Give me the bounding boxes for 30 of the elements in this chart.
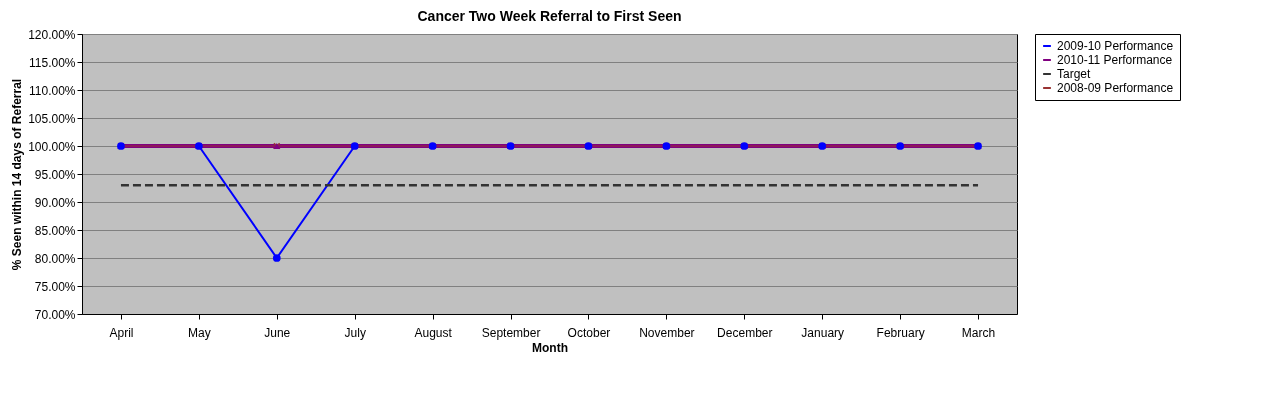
x-tick-label: February — [876, 325, 925, 340]
legend-label: 2010-11 Performance — [1057, 53, 1173, 67]
y-tick-label: 120.00% — [28, 27, 76, 42]
x-tick-label: August — [414, 325, 453, 340]
x-tick-label: April — [109, 325, 134, 340]
x-tick-label: March — [961, 325, 996, 340]
y-tick-label: 90.00% — [34, 195, 76, 210]
y-tick-label: 85.00% — [34, 223, 76, 238]
x-tick-label: September — [481, 325, 541, 340]
y-tick-label: 110.00% — [29, 83, 76, 98]
y-tick-label: 105.00% — [28, 111, 76, 126]
legend-label: 2009-10 Performance — [1057, 39, 1174, 53]
x-tick-label: December — [717, 325, 773, 340]
legend-label: 2008-09 Performance — [1057, 81, 1174, 95]
y-tick-label: 75.00% — [34, 279, 76, 294]
legend-label: Target — [1057, 67, 1092, 81]
x-axis-title: Month — [532, 340, 568, 355]
y-axis-title: % Seen within 14 days of Referral — [10, 78, 25, 271]
y-tick-label: 95.00% — [34, 167, 76, 182]
x-tick-label: October — [567, 325, 611, 340]
x-tick-label: July — [344, 325, 366, 340]
y-tick-label: 70.00% — [34, 307, 76, 322]
x-tick-label: January — [801, 325, 845, 340]
chart-title: Cancer Two Week Referral to First Seen — [417, 8, 682, 24]
x-tick-label: June — [264, 325, 291, 340]
y-tick-label: 115.00% — [29, 55, 76, 70]
x-tick-label: May — [188, 325, 211, 340]
y-tick-label: 80.00% — [34, 251, 76, 266]
y-tick-label: 100.00% — [28, 139, 76, 154]
x-tick-label: November — [639, 325, 695, 340]
